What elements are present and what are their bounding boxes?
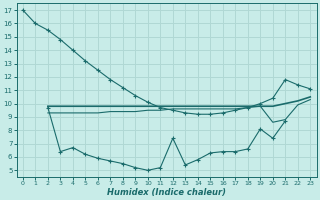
X-axis label: Humidex (Indice chaleur): Humidex (Indice chaleur) xyxy=(107,188,226,197)
